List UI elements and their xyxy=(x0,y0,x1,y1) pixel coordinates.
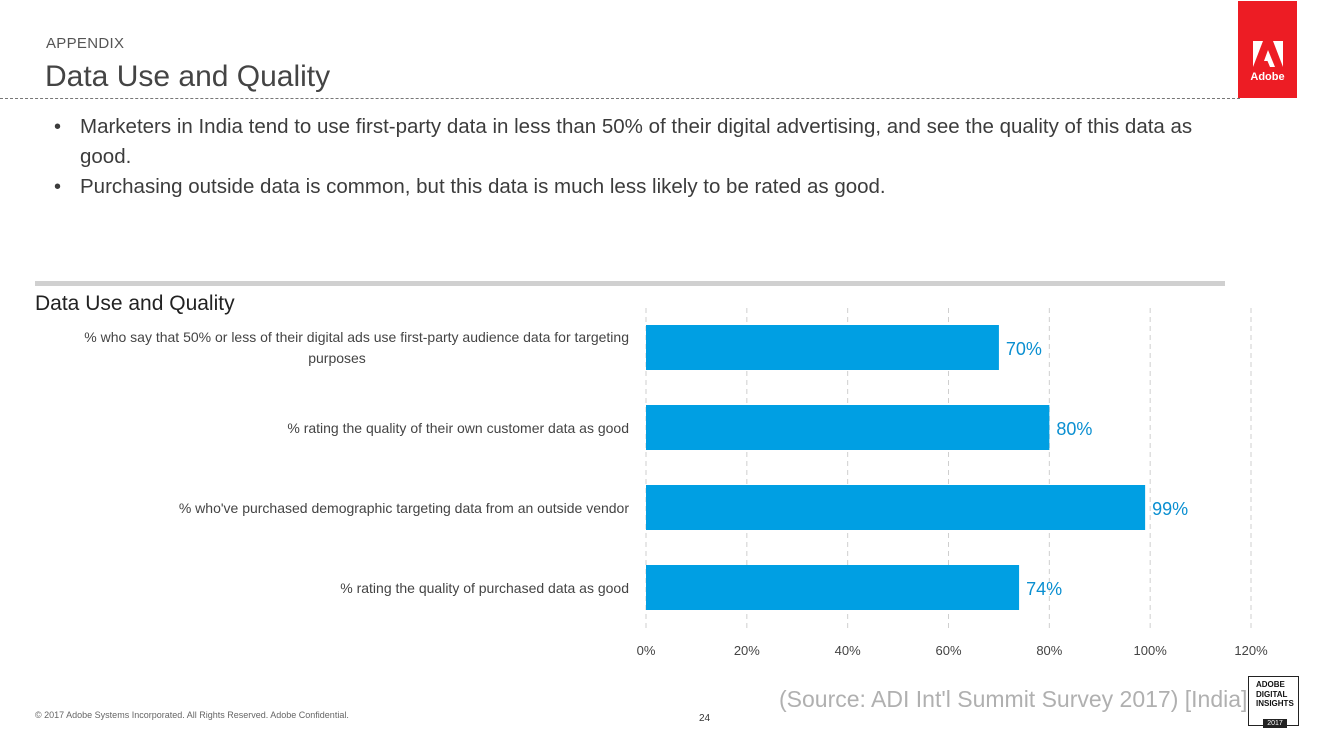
section-label: APPENDIX xyxy=(46,35,125,52)
chart-divider xyxy=(35,281,1225,286)
page-title: Data Use and Quality xyxy=(45,60,331,93)
chart-title: Data Use and Quality xyxy=(35,292,235,315)
adobe-logo-text: Adobe xyxy=(1250,71,1285,83)
source-note: (Source: ADI Int'l Summit Survey 2017) [… xyxy=(779,686,1248,712)
category-label: % who say that 50% or less of their digi… xyxy=(84,329,629,345)
x-tick-label: 60% xyxy=(935,643,961,658)
bar xyxy=(646,485,1146,530)
data-label: 99% xyxy=(1152,499,1188,519)
adobe-logo: Adobe xyxy=(1238,1,1297,98)
bar xyxy=(646,325,999,370)
category-label: % who've purchased demographic targeting… xyxy=(179,500,630,516)
bar xyxy=(646,565,1020,610)
page-number: 24 xyxy=(699,713,711,724)
x-tick-label: 100% xyxy=(1134,643,1168,658)
bullet-text: Purchasing outside data is common, but t… xyxy=(80,175,886,198)
bullet-text: Marketers in India tend to use first-par… xyxy=(80,115,1193,168)
bullet-dot-icon: • xyxy=(54,116,62,138)
data-label: 80% xyxy=(1056,419,1092,439)
x-tick-label: 80% xyxy=(1036,643,1062,658)
bullet-item: • Purchasing outside data is common, but … xyxy=(48,172,1228,202)
title-divider xyxy=(0,98,1240,99)
category-label: % rating the quality of their own custom… xyxy=(287,420,629,436)
adobe-a-icon xyxy=(1252,41,1283,67)
category-label: % rating the quality of purchased data a… xyxy=(340,580,629,596)
bullet-list: • Marketers in India tend to use first-pa… xyxy=(48,112,1228,202)
data-label: 70% xyxy=(1006,339,1042,359)
x-tick-label: 0% xyxy=(637,643,656,658)
data-label: 74% xyxy=(1026,579,1062,599)
category-label: purposes xyxy=(308,350,366,366)
bullet-item: • Marketers in India tend to use first-pa… xyxy=(48,112,1228,172)
adobe-digital-insights-badge: ADOBE DIGITAL INSIGHTS 2017 xyxy=(1248,676,1299,728)
x-tick-label: 20% xyxy=(734,643,760,658)
badge-year: 2017 xyxy=(1263,719,1287,728)
badge-text: ADOBE DIGITAL INSIGHTS xyxy=(1256,680,1294,708)
x-tick-label: 120% xyxy=(1234,643,1268,658)
copyright-text: © 2017 Adobe Systems Incorporated. All R… xyxy=(35,710,349,720)
x-tick-label: 40% xyxy=(835,643,861,658)
bar xyxy=(646,405,1050,450)
bullet-dot-icon: • xyxy=(54,176,62,198)
